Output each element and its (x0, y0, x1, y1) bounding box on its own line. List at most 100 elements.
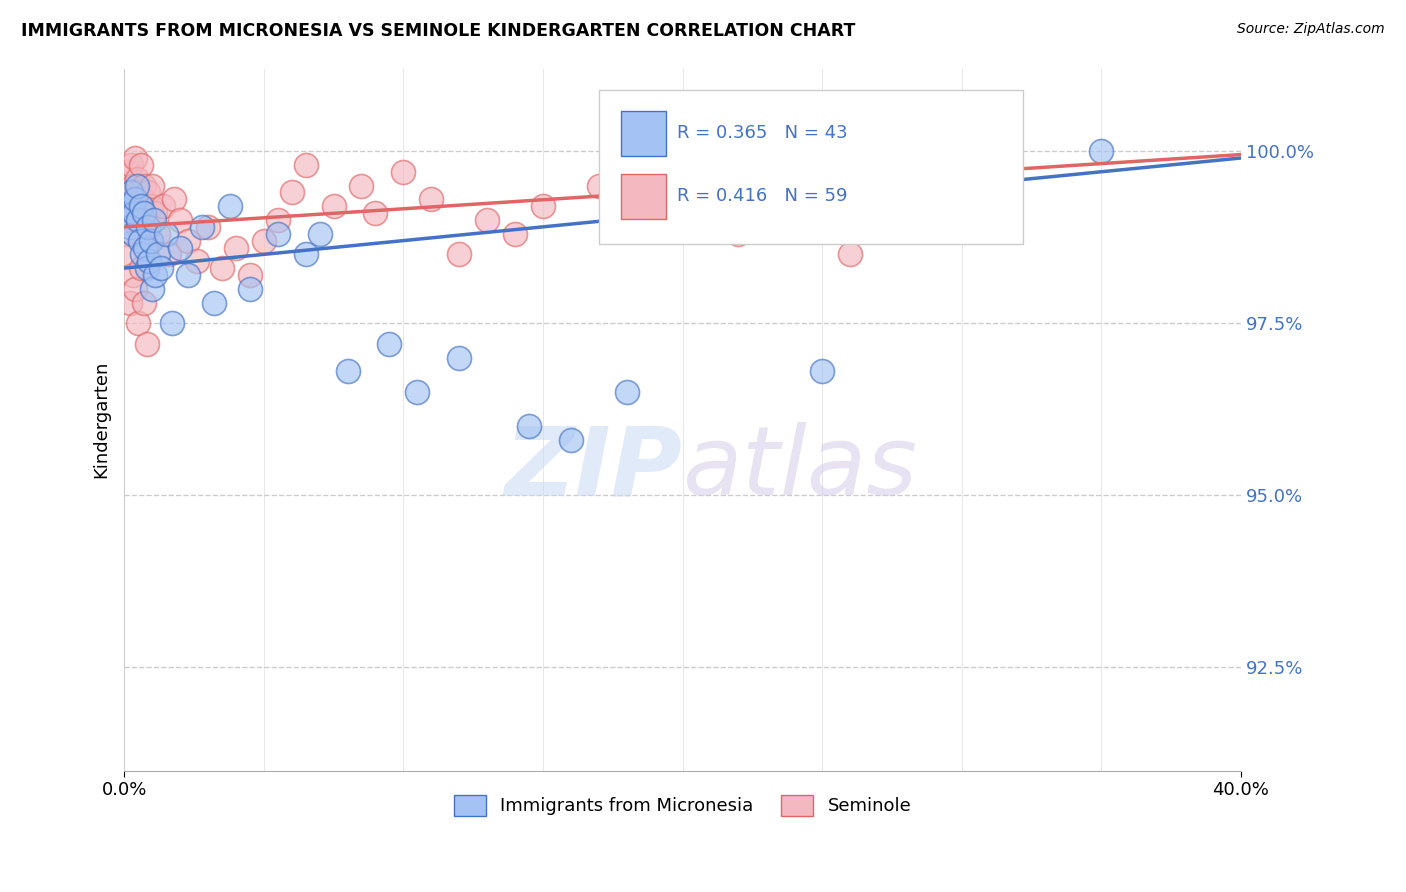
Point (127, 213, 149, 227)
Point (132, 295, 155, 310)
Point (157, 247, 180, 261)
Point (336, 364, 359, 378)
Point (132, 206, 155, 220)
Point (177, 234, 200, 248)
Point (253, 234, 276, 248)
Point (129, 158, 152, 172)
Point (531, 199, 554, 213)
Point (121, 178, 143, 193)
Point (671, 178, 693, 193)
Point (202, 295, 225, 310)
Point (211, 261, 233, 276)
Point (127, 316, 149, 330)
Point (120, 186, 142, 200)
Point (118, 295, 141, 310)
Point (134, 240, 156, 254)
Point (118, 192, 141, 206)
Point (115, 213, 138, 227)
Text: ZIP: ZIP (505, 422, 682, 516)
Legend: Immigrants from Micronesia, Seminole: Immigrants from Micronesia, Seminole (444, 786, 921, 825)
Point (308, 227, 330, 241)
Point (131, 192, 153, 206)
Point (128, 206, 150, 220)
Point (132, 178, 155, 193)
Point (169, 213, 191, 227)
Point (125, 178, 148, 193)
Point (115, 247, 138, 261)
Point (197, 219, 219, 234)
Point (420, 192, 443, 206)
FancyBboxPatch shape (599, 89, 1024, 244)
Point (186, 254, 208, 268)
Point (449, 351, 471, 365)
Point (134, 213, 156, 227)
Point (139, 199, 162, 213)
Point (392, 165, 415, 179)
Point (177, 268, 200, 282)
Point (125, 171, 148, 186)
Point (322, 199, 344, 213)
Point (114, 227, 136, 241)
Point (135, 219, 157, 234)
Point (128, 234, 150, 248)
Point (129, 261, 152, 276)
Point (503, 227, 526, 241)
Text: atlas: atlas (682, 422, 918, 516)
Point (146, 247, 169, 261)
Point (131, 247, 153, 261)
Point (121, 227, 143, 241)
Point (115, 178, 138, 193)
Point (121, 268, 143, 282)
Point (783, 199, 806, 213)
Point (225, 240, 247, 254)
Point (1090, 144, 1112, 158)
Point (118, 219, 141, 234)
Point (117, 199, 139, 213)
Point (138, 254, 160, 268)
Point (588, 178, 610, 193)
Text: R = 0.416   N = 59: R = 0.416 N = 59 (676, 187, 848, 205)
Point (135, 337, 157, 351)
Point (129, 199, 152, 213)
Text: IMMIGRANTS FROM MICRONESIA VS SEMINOLE KINDERGARTEN CORRELATION CHART: IMMIGRANTS FROM MICRONESIA VS SEMINOLE K… (21, 22, 855, 40)
Point (219, 199, 242, 213)
Text: R = 0.365   N = 43: R = 0.365 N = 43 (676, 124, 848, 142)
Point (364, 206, 387, 220)
Point (141, 178, 163, 193)
Y-axis label: Kindergarten: Kindergarten (93, 361, 110, 478)
Text: Source: ZipAtlas.com: Source: ZipAtlas.com (1237, 22, 1385, 37)
Point (239, 268, 262, 282)
Point (136, 186, 159, 200)
Point (378, 337, 401, 351)
Point (152, 199, 174, 213)
Point (449, 247, 471, 261)
Point (239, 282, 262, 296)
Point (406, 385, 429, 400)
Point (267, 213, 290, 227)
Point (517, 419, 540, 434)
Point (117, 165, 139, 179)
Point (139, 234, 162, 248)
Point (124, 151, 146, 165)
Point (141, 282, 163, 296)
Point (127, 186, 149, 200)
Point (839, 247, 862, 261)
Point (616, 385, 638, 400)
Point (122, 206, 145, 220)
Point (294, 247, 316, 261)
Point (267, 227, 290, 241)
Point (135, 261, 157, 276)
Point (727, 227, 749, 241)
Point (163, 192, 186, 206)
Point (644, 213, 666, 227)
Point (350, 178, 373, 193)
Point (811, 364, 834, 378)
Point (122, 199, 145, 213)
Point (149, 261, 172, 276)
Point (191, 219, 214, 234)
Point (160, 316, 183, 330)
Point (136, 219, 159, 234)
Point (169, 240, 191, 254)
Point (124, 282, 146, 296)
Point (143, 206, 166, 220)
